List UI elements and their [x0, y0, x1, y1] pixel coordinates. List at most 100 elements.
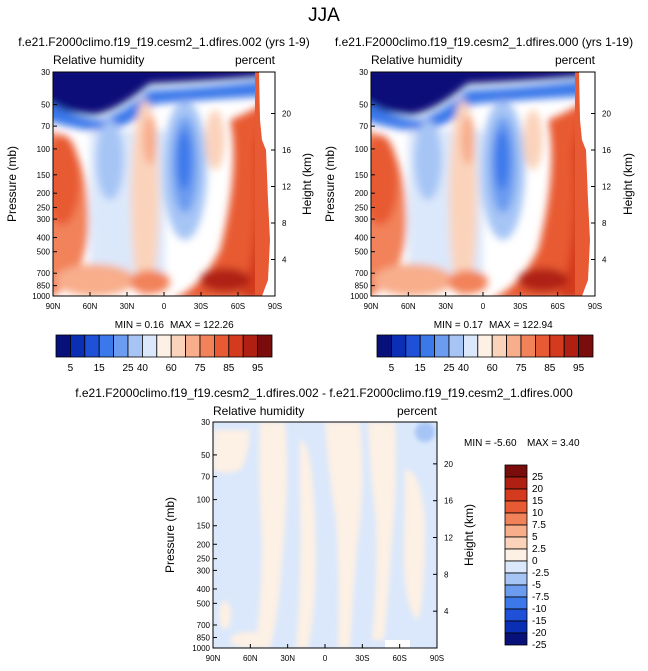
panel-b-colorbar-swatch: [434, 334, 450, 358]
panel-c-ytick-label: 100: [197, 496, 211, 505]
panel-c-xtick-label: 60N: [243, 654, 258, 663]
panel-a-xtick-label: 60N: [83, 302, 98, 311]
panel-c-colorbar-label: -5: [532, 580, 541, 591]
panel-a-colorbar-label: 85: [223, 363, 235, 374]
panel-c-colorbar-label: 7.5: [532, 520, 546, 531]
panel-a-colorbar-swatch: [141, 334, 158, 358]
panel-c-colorbar-label: -2.5: [532, 568, 550, 579]
panel-c-ytick-label: 70: [201, 473, 210, 482]
panel-a-colorbar-swatch: [127, 334, 143, 358]
panel-b-title: f.e21.F2000climo.f19_f19.cesm2_1.dfires.…: [335, 35, 633, 49]
panel-b-xtick-label: 60N: [401, 302, 416, 311]
panel-a-y2tick-label: 4: [282, 255, 287, 264]
panel-c-ytick-label: 700: [197, 621, 211, 630]
panel-a-xtick-label: 30S: [194, 302, 208, 311]
panel-c-colorbar-label: 10: [532, 508, 544, 519]
panel-a: f.e21.F2000climo.f19_f19.cesm2_1.dfires.…: [5, 35, 314, 374]
panel-b-xtick-label: 90N: [364, 302, 379, 311]
panel-b-ytick-label: 850: [355, 282, 369, 291]
panel-b-colorbar-swatch: [477, 334, 493, 358]
panel-a-ytick-label: 400: [37, 233, 51, 242]
panel-a-colorbar-swatch: [170, 334, 186, 358]
panel-c-ytick-label: 400: [197, 585, 211, 594]
panel-a-y2tick-label: 16: [282, 146, 291, 155]
panel-a-colorbar-label: 75: [194, 363, 206, 374]
panel-b-xtick-label: 90S: [588, 302, 602, 311]
panel-a-colorbar-label: 15: [94, 363, 106, 374]
panel-b-colorbar-swatch: [491, 334, 508, 358]
panel-c-xtick-label: 60S: [393, 654, 407, 663]
panel-b-xtick-label: 60S: [551, 302, 565, 311]
panel-c-colorbar-label: 5: [532, 532, 538, 543]
panel-a-colorbar-label: 5: [68, 363, 74, 374]
panel-c-colorbar-swatch: [504, 632, 528, 646]
panel-c-colorbar-swatch: [504, 536, 528, 550]
panel-b-xtick-label: 30N: [438, 302, 453, 311]
panel-a-xtick-label: 0: [162, 302, 167, 311]
panel-b-colorbar-label: 15: [415, 363, 427, 374]
panel-a-colorbar-swatch: [242, 334, 258, 358]
panel-c-colorbar-label: 15: [532, 496, 544, 507]
panel-b-y2label: Height (km): [621, 153, 635, 215]
panel-a-colorbar-swatch: [228, 334, 244, 358]
panel-a-y2tick-label: 8: [282, 219, 287, 228]
page-title: JJA: [308, 5, 340, 26]
panel-b-ytick-label: 700: [355, 269, 369, 278]
panel-c-ytick-label: 1000: [192, 644, 210, 653]
panel-c-colorbar-swatch: [504, 524, 528, 538]
panel-c-y2tick-label: 16: [444, 497, 453, 506]
panel-c-xtick-label: 90N: [206, 654, 221, 663]
panel-b-colorbar-swatch: [563, 334, 580, 358]
panel-a-xtick-label: 60S: [231, 302, 245, 311]
panel-c-colorbar-swatch: [504, 572, 528, 586]
panel-b-colorbar-label: 75: [515, 363, 527, 374]
panel-c-y2tick-label: 20: [444, 460, 453, 469]
panel-b-xtick-label: 30S: [513, 302, 527, 311]
panel-b-xtick-label: 0: [481, 302, 486, 311]
panel-b-colorbar-swatch: [376, 334, 392, 358]
panel-b-colorbar-swatch: [448, 334, 464, 358]
panel-c-colorbar-label: -25: [532, 640, 547, 651]
panel-b-max-label: MAX = 122.94: [489, 320, 553, 331]
panel-a-max-label: MAX = 122.26: [170, 320, 234, 331]
panel-c-colorbar-label: 20: [532, 484, 544, 495]
panel-a-ytick-label: 1000: [32, 292, 50, 301]
panel-c-colorbar-swatch: [504, 548, 528, 562]
panel-c-colorbar-swatch: [504, 464, 528, 478]
panel-a-ytick-label: 150: [37, 171, 51, 180]
panel-c-colorbar-swatch: [504, 488, 528, 502]
panel-a-ytick-label: 850: [37, 282, 51, 291]
panel-a-field: [53, 72, 275, 296]
panel-a-colorbar-label: 25: [122, 363, 134, 374]
panel-c: f.e21.F2000climo.f19_f19.cesm2_1.dfires.…: [75, 386, 580, 663]
panel-b-ytick-label: 250: [355, 203, 369, 212]
panel-b-field: [371, 72, 595, 296]
panel-a-right-title: percent: [235, 53, 276, 67]
panel-c-colorbar-label: -15: [532, 616, 547, 627]
panel-c-colorbar-swatch: [504, 512, 528, 526]
panel-a-min-label: MIN = 0.16: [115, 320, 165, 331]
panel-b-min-label: MIN = 0.17: [434, 320, 484, 331]
panel-b-ytick-label: 400: [355, 233, 369, 242]
panel-b-ytick-label: 200: [355, 189, 369, 198]
panel-c-y2tick-label: 12: [444, 534, 453, 543]
panel-a-colorbar: 5 15 25 40 60 75 85 95: [55, 334, 273, 374]
panel-a-ytick-label: 250: [37, 203, 51, 212]
panel-c-ytick-label: 500: [197, 599, 211, 608]
panel-c-field: [213, 422, 437, 648]
panel-a-xtick-label: 90S: [268, 302, 282, 311]
panel-c-colorbar-swatch: [504, 476, 528, 490]
panel-c-ytick-label: 30: [201, 418, 210, 427]
panel-a-colorbar-swatch: [257, 334, 273, 358]
panel-a-colorbar-swatch: [98, 334, 114, 358]
panel-c-colorbar-swatch: [504, 560, 528, 574]
panel-a-left-title: Relative humidity: [53, 53, 144, 67]
panel-b-right-title: percent: [555, 53, 596, 67]
panel-c-xtick-label: 0: [323, 654, 328, 663]
panel-a-colorbar-swatch: [185, 334, 201, 358]
panel-c-xtick-label: 30N: [280, 654, 295, 663]
panel-c-ytick-label: 50: [201, 451, 210, 460]
panel-b-ytick-label: 300: [355, 215, 369, 224]
